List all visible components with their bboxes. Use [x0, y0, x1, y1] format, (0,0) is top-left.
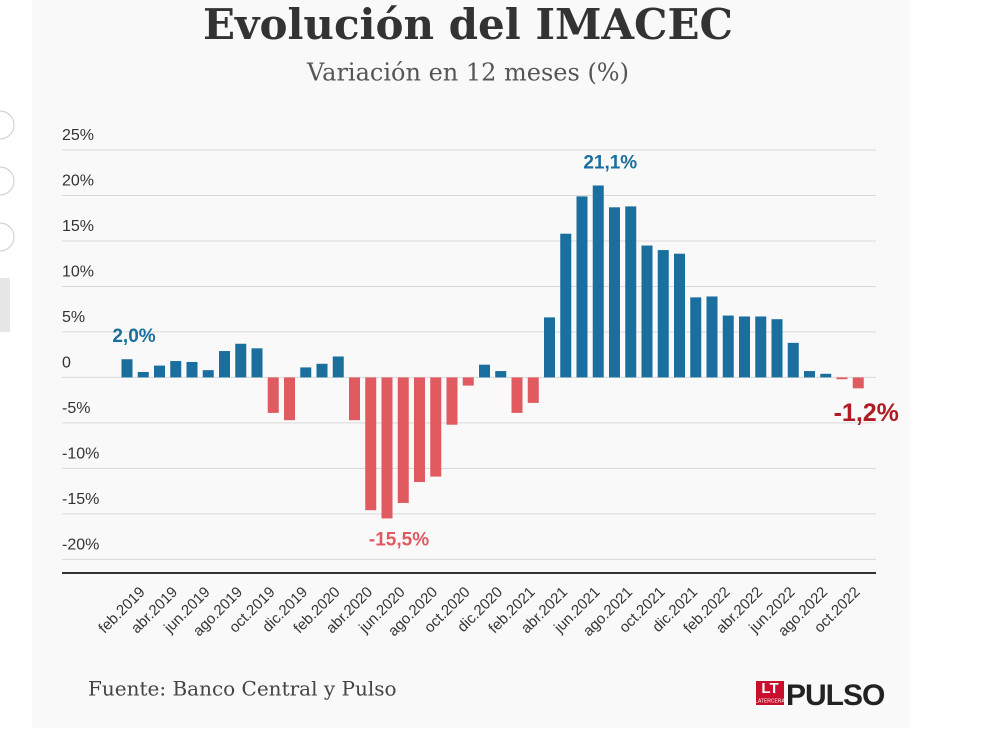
bar	[414, 377, 425, 483]
bar	[544, 317, 555, 378]
source: Fuente: Banco Central y Pulso	[88, 677, 397, 701]
logo-small: LATERCERA	[755, 698, 785, 704]
bar	[755, 316, 767, 378]
bar	[511, 377, 523, 413]
side-panel	[0, 278, 10, 332]
bar	[495, 371, 507, 378]
chart-title: Evolución del IMACEC	[203, 0, 733, 49]
bar	[852, 377, 864, 389]
bar	[332, 356, 344, 378]
bar	[771, 319, 783, 378]
bar	[300, 367, 312, 378]
bar	[186, 361, 198, 378]
bar	[365, 377, 377, 511]
bar	[154, 365, 165, 378]
bar	[787, 342, 799, 378]
value-label: 21,1%	[583, 152, 637, 173]
logo-name: PULSO	[786, 679, 885, 712]
bar	[462, 377, 474, 386]
bar	[202, 370, 214, 378]
bar	[284, 377, 295, 421]
bar	[349, 377, 360, 421]
y-tick-label: 15%	[62, 218, 94, 235]
bar	[170, 361, 182, 378]
bar	[235, 343, 247, 378]
value-label: -15,5%	[369, 529, 429, 550]
side-button	[0, 110, 15, 140]
bar	[674, 253, 685, 378]
bar	[722, 315, 734, 378]
bar	[397, 377, 409, 503]
chart-subtitle: Variación en 12 meses (%)	[306, 59, 629, 87]
y-tick-label: 20%	[62, 173, 94, 190]
bar	[137, 371, 149, 378]
bar	[121, 359, 133, 378]
y-tick-label: 10%	[62, 264, 94, 281]
bar	[430, 377, 442, 477]
y-tick-label: -10%	[62, 446, 99, 463]
bar	[560, 233, 572, 378]
value-label: -1,2%	[834, 399, 899, 427]
bar	[739, 316, 750, 378]
logo-box	[756, 681, 784, 705]
bar	[625, 206, 637, 378]
side-button	[0, 222, 15, 252]
side-button	[0, 166, 15, 196]
y-tick-label: 0	[62, 355, 71, 372]
bar	[576, 196, 588, 378]
y-tick-label: 25%	[62, 127, 94, 144]
bar	[641, 245, 653, 378]
y-tick-label: 5%	[62, 309, 85, 326]
bar	[657, 250, 669, 378]
bar	[820, 373, 832, 378]
bar	[592, 185, 604, 378]
bar	[316, 363, 328, 378]
bar	[804, 371, 815, 378]
y-tick-label: -5%	[62, 400, 90, 417]
bar	[479, 364, 490, 378]
bar	[381, 377, 393, 519]
logo-mark: LT	[761, 680, 778, 697]
bar	[836, 377, 848, 380]
bar	[267, 377, 279, 413]
bar	[690, 297, 702, 378]
bar	[251, 348, 263, 378]
bar	[609, 207, 620, 378]
bar	[219, 351, 230, 378]
value-label: 2,0%	[112, 326, 155, 347]
bar	[446, 377, 458, 425]
y-tick-label: -20%	[62, 537, 99, 554]
bar	[527, 377, 539, 403]
y-tick-label: -15%	[62, 491, 99, 508]
bar	[706, 296, 718, 378]
